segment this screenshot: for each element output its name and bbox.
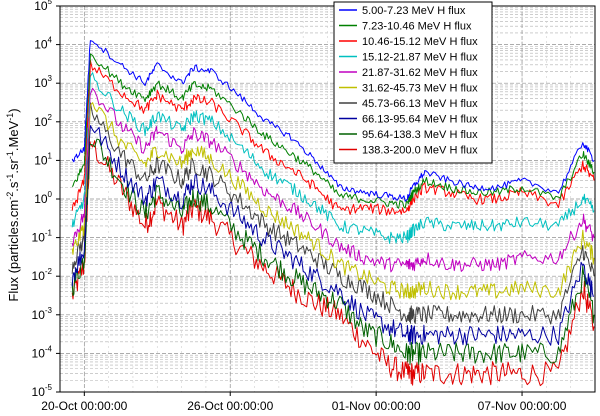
legend-label: 31.62-45.73 MeV H flux: [362, 83, 478, 95]
y-tick-label: 10-4: [32, 344, 53, 360]
y-tick-label: 10-3: [32, 306, 53, 322]
y-tick-label: 10-1: [32, 229, 53, 245]
legend-label: 5.00-7.23 MeV H flux: [362, 5, 466, 17]
y-tick-label: 105: [34, 0, 52, 13]
legend-label: 10.46-15.12 MeV H flux: [362, 36, 478, 48]
minor-gridlines: [59, 6, 596, 392]
legend-label: 95.64-138.3 MeV H flux: [362, 129, 478, 141]
legend-box: [333, 1, 493, 164]
x-axis-ticks: 20-Oct 00:00:00 26-Oct 00:00:00 01-Nov 00:…: [41, 392, 567, 413]
y-axis-ticks: 105 104 103 102 101 100 10-1 10-2 10-3 10-4 10-5: [32, 0, 60, 399]
legend-label: 15.12-21.87 MeV H flux: [362, 52, 478, 64]
y-tick-label: 10-2: [32, 267, 53, 283]
y-tick-label: 102: [34, 113, 52, 129]
series-line: [71, 87, 595, 273]
y-axis-title: Flux (particles.cm-2.s-1.sr-1.MeV-1): [5, 108, 21, 301]
legend-label: 7.23-10.46 MeV H flux: [362, 21, 472, 33]
legend-label: 66.13-95.64 MeV H flux: [362, 114, 478, 126]
series-line: [71, 138, 595, 365]
legend-label: 21.87-31.62 MeV H flux: [362, 67, 478, 79]
series-line: [71, 102, 595, 325]
y-tick-label: 103: [34, 74, 52, 90]
series-line: [71, 72, 595, 244]
major-gridlines: [60, 5, 595, 393]
x-tick-label: 20-Oct 00:00:00: [41, 399, 127, 413]
legend-label: 45.73-66.13 MeV H flux: [362, 98, 478, 110]
x-tick-label: 07-Nov 00:00:00: [478, 399, 567, 413]
series-line: [71, 60, 595, 216]
series-line: [71, 102, 595, 301]
series-line: [71, 140, 595, 387]
series-line: [71, 125, 595, 346]
y-tick-label: 101: [34, 151, 52, 167]
series-line: [71, 53, 595, 209]
series-lines: [71, 40, 595, 387]
legend-label: 138.3-200.0 MeV H flux: [362, 145, 478, 157]
x-tick-label: 26-Oct 00:00:00: [187, 399, 273, 413]
y-tick-label: 10-5: [32, 383, 53, 399]
legend: 5.00-7.23 MeV H flux 7.23-10.46 MeV H flu…: [333, 1, 493, 164]
series-line: [71, 40, 595, 202]
y-tick-label: 100: [34, 190, 52, 206]
y-tick-label: 104: [34, 36, 52, 52]
x-tick-label: 01-Nov 00:00:00: [332, 399, 421, 413]
